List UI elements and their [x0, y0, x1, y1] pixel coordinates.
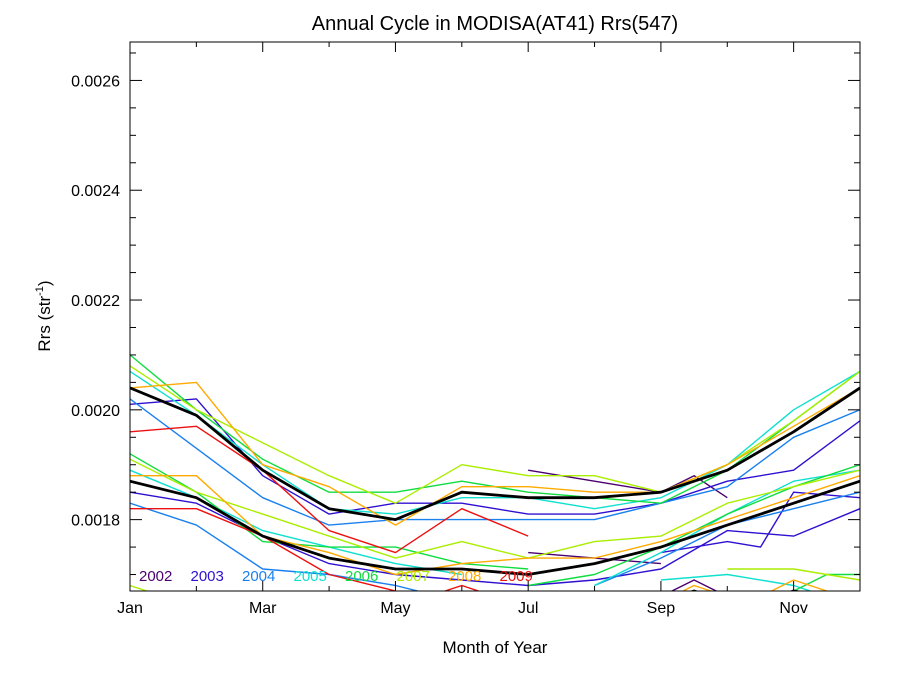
x-tick-label: Sep	[647, 600, 676, 617]
series-line-2007	[130, 458, 860, 559]
series-line-2003	[660, 491, 860, 554]
x-axis-label: Month of Year	[443, 638, 548, 657]
series-line-2007	[130, 365, 860, 504]
y-axis-label-close: )	[35, 280, 54, 286]
y-axis-label: Rrs (str-1)	[34, 280, 54, 351]
legend-entry-2004: 2004	[242, 568, 275, 585]
legend-entry-2008: 2008	[448, 568, 481, 585]
series-line-2007	[727, 568, 860, 581]
legend-entry-2003: 2003	[191, 568, 224, 585]
series-line-2008	[681, 584, 713, 591]
series-line-2002	[670, 579, 718, 591]
legend-entry-2005: 2005	[294, 568, 327, 585]
chart-title: Annual Cycle in MODISA(AT41) Rrs(547)	[312, 13, 678, 35]
x-tick-label: Mar	[249, 600, 277, 617]
y-tick-label: 0.0024	[71, 183, 120, 200]
x-tick-label: May	[380, 600, 410, 617]
x-tick-label: Jul	[518, 600, 538, 617]
series-line-2008	[769, 579, 828, 591]
y-axis-label-main: Rrs (str	[35, 296, 54, 352]
series-line-2008	[130, 381, 860, 526]
y-tick-label: 0.0026	[71, 73, 120, 90]
y-tick-label: 0.0022	[71, 293, 120, 310]
series-line-2005	[130, 469, 462, 576]
y-tick-label: 0.0020	[71, 403, 120, 420]
series-line-2005	[130, 370, 860, 515]
legend-entry-2007: 2007	[397, 568, 430, 585]
plot-frame	[129, 41, 861, 592]
legend-entry-2002: 2002	[139, 568, 172, 585]
series-line-2004	[130, 398, 860, 526]
y-tick-label: 0.0018	[71, 513, 120, 530]
legend-entry-2006: 2006	[345, 568, 378, 585]
series-line-2009	[442, 584, 481, 591]
series-line-2008	[130, 475, 860, 576]
series-line-2009	[130, 425, 529, 554]
y-axis-label-sup: -1	[34, 286, 46, 296]
x-tick-label: Jan	[117, 600, 143, 617]
series-line-mean	[130, 386, 860, 521]
series-line-mean	[130, 479, 860, 576]
series-line-2007	[130, 584, 149, 591]
legend-entry-2009: 2009	[500, 568, 533, 585]
x-tick-label: Nov	[779, 600, 807, 617]
series-line-2005	[660, 573, 813, 591]
